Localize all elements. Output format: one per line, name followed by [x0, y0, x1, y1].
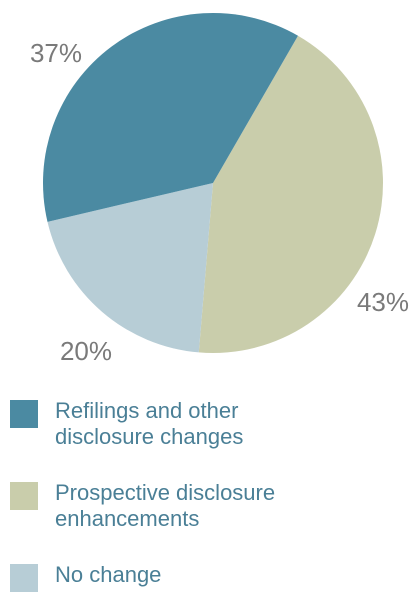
legend-swatch-refilings [10, 400, 38, 428]
legend-swatch-no-change [10, 564, 38, 592]
pie-slice-refilings [43, 12, 299, 222]
legend-item-no-change: No change [10, 562, 405, 602]
legend-label-refilings-line1: Refilings and other [55, 398, 239, 423]
legend-swatch-prospective [10, 482, 38, 510]
legend-label-refilings: Refilings and other disclosure changes [55, 398, 395, 450]
pie-slice-no-change [47, 183, 214, 353]
legend-label-prospective-line1: Prospective disclosure [55, 480, 276, 505]
pct-label-no-change: 20% [60, 336, 112, 366]
legend-item-refilings: Refilings and other disclosure changes [10, 398, 405, 456]
legend-item-prospective: Prospective disclosure enhancements [10, 480, 405, 538]
legend-label-refilings-line2: disclosure changes [55, 424, 244, 449]
pct-label-refilings: 37% [30, 38, 82, 68]
legend-label-no-change: No change [55, 562, 395, 588]
pct-label-prospective: 43% [357, 287, 409, 317]
legend: Refilings and other disclosure changes P… [10, 398, 405, 602]
pie-slice-prospective [198, 35, 383, 353]
pie-chart: 37% 43% 20% [30, 12, 409, 366]
legend-label-no-change-line1: No change [55, 562, 162, 587]
legend-label-prospective: Prospective disclosure enhancements [55, 480, 395, 532]
legend-label-prospective-line2: enhancements [55, 506, 200, 531]
